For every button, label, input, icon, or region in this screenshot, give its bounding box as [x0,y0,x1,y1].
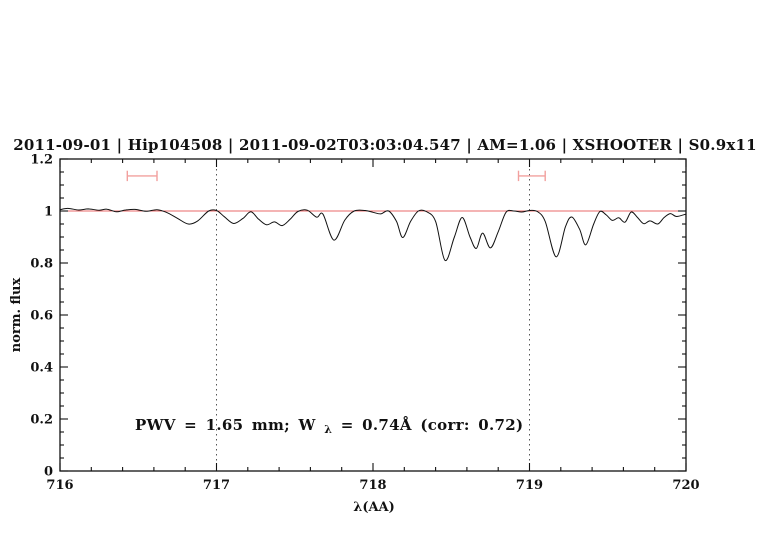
x-tick-label: 719 [516,478,543,493]
y-tick-label: 0.4 [30,361,53,376]
y-tick-label: 1.2 [30,153,53,168]
x-tick-label: 718 [359,478,386,493]
spectrum-line [59,207,687,261]
y-tick-label: 0 [44,465,53,480]
x-tick-label: 720 [672,478,699,493]
x-tick-label: 717 [203,478,230,493]
y-tick-label: 0.2 [30,413,53,428]
ticks-layer: 716 717 718 719 720 0 0.2 0.4 0.6 0.8 1 1.2 [30,153,699,494]
y-tick-label: 0.6 [30,309,53,324]
pwv-annotation-subscript: λ [324,423,332,436]
x-tick-label: 716 [46,478,73,493]
y-axis-label: norm. flux [9,278,24,353]
pwv-annotation: PWV = 1.65 mm; W λ = 0.74Å (corr: 0.72) [135,416,523,437]
y-tick-label: 1 [44,205,53,220]
pwv-annotation-main: PWV = 1.65 mm; W [135,416,317,434]
range-markers-layer [126,170,546,182]
x-axis-label: λ(AA) [353,500,395,515]
pwv-annotation-tail: = 0.74Å (corr: 0.72) [341,416,524,434]
y-tick-label: 0.8 [30,257,53,272]
plot-title: 2011-09-01 | Hip104508 | 2011-09-02T03:0… [13,136,757,154]
